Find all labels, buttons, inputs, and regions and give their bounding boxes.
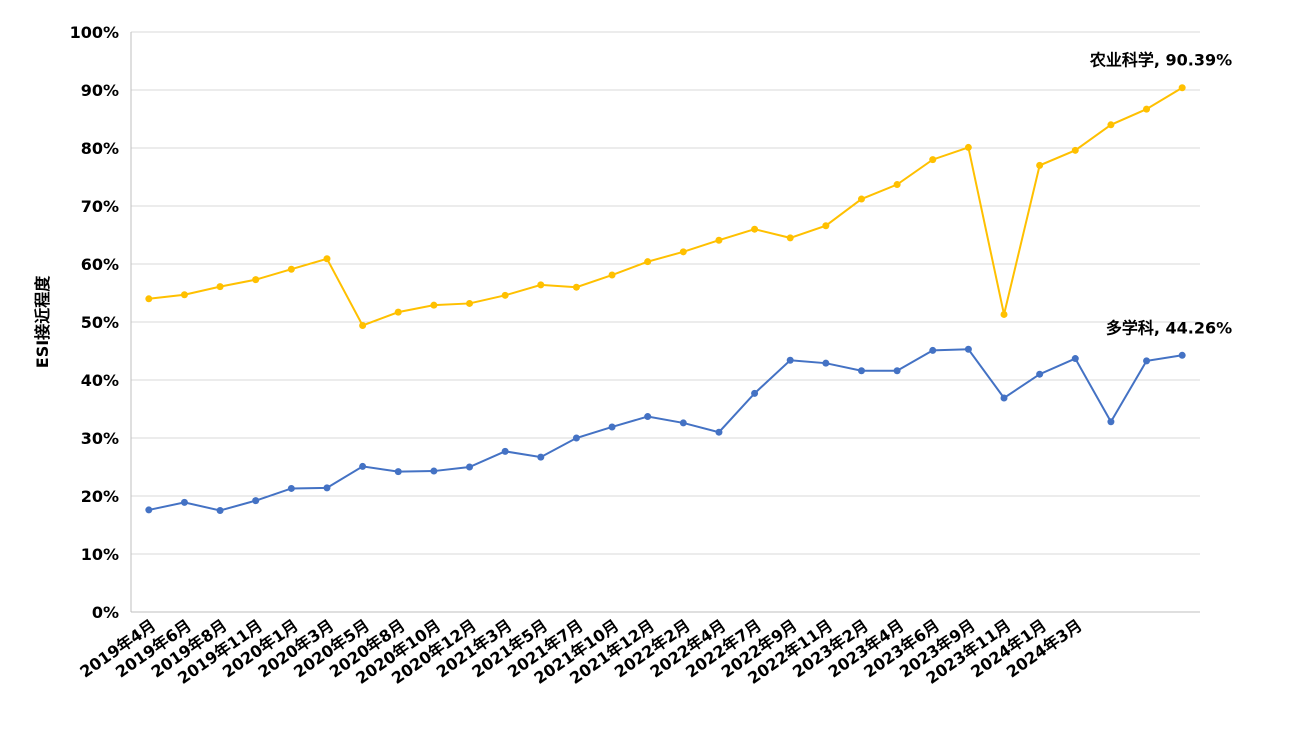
y-tick-label: 10%	[81, 545, 119, 564]
data-point	[786, 234, 794, 242]
data-point	[679, 419, 687, 427]
data-point	[287, 265, 295, 273]
data-point	[751, 225, 759, 233]
y-tick-label: 0%	[92, 603, 119, 622]
data-point	[1071, 355, 1079, 363]
data-point	[1036, 161, 1044, 169]
y-tick-label: 80%	[81, 139, 119, 158]
data-point	[1107, 121, 1115, 129]
data-point	[572, 283, 580, 291]
data-point	[216, 507, 224, 514]
data-point	[893, 367, 901, 375]
data-point	[893, 181, 901, 189]
data-point	[1036, 370, 1044, 378]
data-point	[822, 222, 830, 230]
y-tick-label: 50%	[81, 313, 119, 332]
y-tick-label: 70%	[81, 197, 119, 216]
data-point	[394, 308, 402, 316]
data-point	[929, 346, 937, 354]
data-point	[608, 271, 616, 279]
data-point	[359, 462, 367, 470]
data-point	[1178, 84, 1186, 92]
y-tick-label: 90%	[81, 81, 119, 100]
data-point	[501, 447, 509, 455]
series-line	[148, 348, 1183, 512]
data-point	[359, 321, 367, 329]
y-tick-label: 30%	[81, 429, 119, 448]
data-point	[430, 301, 438, 309]
data-point	[145, 295, 153, 303]
data-point	[608, 423, 616, 431]
data-point	[323, 484, 331, 492]
data-point	[822, 359, 830, 367]
data-point	[537, 281, 545, 289]
data-point	[786, 356, 794, 364]
data-point	[751, 389, 759, 397]
data-point	[644, 258, 652, 266]
y-tick-label: 40%	[81, 371, 119, 390]
data-point	[1000, 310, 1008, 318]
data-point	[323, 255, 331, 263]
data-point	[252, 276, 260, 284]
data-point	[929, 156, 937, 164]
series-line	[148, 86, 1183, 327]
data-point	[644, 413, 652, 421]
y-tick-label: 100%	[70, 23, 119, 42]
data-point	[715, 236, 723, 244]
y-tick-label: 20%	[81, 487, 119, 506]
data-point	[1071, 146, 1079, 154]
data-point	[394, 468, 402, 476]
data-point	[1107, 418, 1115, 426]
data-point	[964, 345, 972, 353]
data-point	[1143, 105, 1151, 113]
data-point	[252, 497, 260, 505]
data-point	[572, 434, 580, 442]
data-point	[537, 453, 545, 461]
data-point	[679, 248, 687, 256]
data-label: 多学科, 44.26%	[1106, 318, 1232, 337]
data-point	[501, 291, 509, 299]
data-label: 农业科学, 90.39%	[1089, 51, 1232, 70]
data-point	[180, 291, 188, 299]
data-point	[466, 463, 474, 471]
data-point	[857, 367, 865, 375]
y-tick-label: 60%	[81, 255, 119, 274]
data-point	[466, 299, 474, 307]
data-point	[430, 467, 438, 475]
data-point	[1143, 357, 1151, 365]
data-point	[964, 143, 972, 151]
data-point	[1000, 394, 1008, 402]
y-axis-label: ESI接近程度	[33, 275, 52, 368]
data-point	[180, 498, 188, 506]
data-point	[1178, 351, 1186, 359]
data-point	[715, 428, 723, 436]
data-point	[287, 484, 295, 492]
data-point	[857, 195, 865, 203]
data-point	[216, 283, 224, 291]
data-point	[145, 506, 153, 514]
